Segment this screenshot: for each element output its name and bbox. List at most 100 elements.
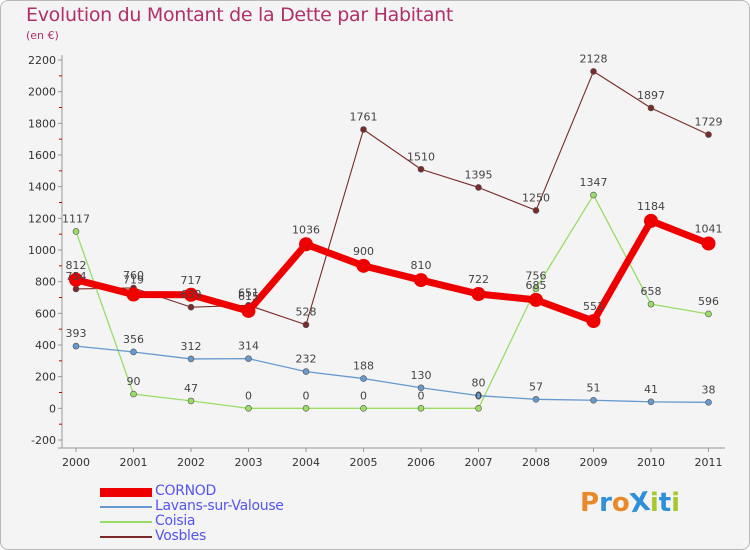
series-line-vosbles [75,70,709,326]
series-line-cornod [75,217,710,325]
data-point [475,392,482,399]
data-label: 41 [644,383,658,396]
y-tick-label: 1400 [28,181,56,194]
legend-label: Vosbles [155,528,206,544]
y-tick-label: 2200 [28,54,56,67]
data-point [590,68,597,75]
logo-letter: i [671,488,681,518]
data-label: 1184 [637,200,665,213]
data-label: 760 [123,269,144,282]
data-label: 1897 [637,89,665,102]
data-point [586,314,601,329]
data-point [72,342,80,350]
y-tick-label: 1600 [28,149,56,162]
data-label: 1117 [62,212,90,225]
y-tick-label: 200 [35,371,56,384]
data-point [245,355,252,362]
logo-letter: r [599,488,612,518]
chart-title: Evolution du Montant de la Dette par Hab… [26,4,454,26]
data-label: 2128 [580,52,608,65]
data-point [245,405,252,412]
legend-label: CORNOD [155,483,216,499]
y-tick-label: 1800 [28,117,56,130]
y-tick-label: -200 [31,434,56,447]
data-label: 0 [360,389,367,402]
data-point [647,300,655,308]
x-tick-label: 2008 [522,456,550,469]
logo-letter: X [627,486,652,520]
legend-swatch [100,506,152,508]
data-label: 1395 [465,168,493,181]
legend-swatch [100,536,152,538]
legend-swatch [100,521,152,523]
logo-letter: t [658,488,672,518]
data-label: 1347 [580,176,608,189]
data-label: 651 [238,286,259,299]
data-label: 47 [184,382,198,395]
data-point [360,375,367,382]
data-point [299,237,313,252]
data-point [417,405,425,412]
series-line-coisia [75,194,709,409]
data-point [187,397,195,405]
data-point [647,104,655,112]
data-point [72,228,80,235]
data-label: 0 [303,389,310,402]
data-point [360,126,367,133]
x-tick-label: 2001 [120,456,148,469]
logo-letter: i [649,488,659,518]
data-point [360,405,367,412]
legend-label: Coisia [155,513,196,529]
data-point [532,396,540,403]
data-label: 756 [526,270,547,283]
data-label: 615 [238,290,259,303]
data-label: 80 [472,377,486,390]
chart-subtitle: (en €) [26,29,59,42]
legend-label: Lavans-sur-Valouse [155,498,284,514]
data-label: 38 [702,383,716,396]
x-tick-label: 2005 [350,456,378,469]
series-line-lavans-sur-valouse [75,345,709,403]
data-point [529,292,543,307]
data-point [647,398,655,406]
data-label: 596 [698,295,719,308]
data-point [532,207,540,214]
legend-swatch [100,487,152,497]
data-label: 0 [475,389,482,402]
data-label: 312 [181,340,202,353]
data-label: 57 [529,380,543,393]
x-tick-label: 2003 [235,456,263,469]
data-point [414,273,428,288]
data-point [532,285,540,292]
y-tick-label: 400 [35,339,56,352]
data-point [590,191,597,199]
data-label: 51 [587,381,601,394]
y-tick-label: 0 [49,402,56,415]
data-point [241,303,256,318]
data-point [705,131,712,138]
data-label: 130 [411,369,432,382]
data-point [590,396,597,404]
data-point [130,390,137,398]
data-label: 1510 [407,150,435,163]
y-tick-label: 600 [35,307,56,320]
data-label: 314 [238,340,259,353]
y-tick-label: 800 [35,276,56,289]
data-label: 0 [245,389,252,402]
logo-letter: o [611,488,630,518]
data-label: 528 [296,306,317,319]
x-tick-label: 2009 [580,456,608,469]
data-label: 722 [468,273,489,286]
data-label: 754 [66,270,87,283]
y-tick-label: 1000 [28,244,56,257]
x-tick-label: 2000 [62,456,90,469]
data-label: 1036 [292,223,320,236]
data-point [471,287,486,302]
data-label: 188 [353,360,374,373]
data-point [705,310,712,318]
data-label: 658 [641,285,662,298]
data-point [187,303,195,311]
data-label: 717 [181,274,202,287]
data-point [302,368,310,375]
data-point [187,355,195,363]
